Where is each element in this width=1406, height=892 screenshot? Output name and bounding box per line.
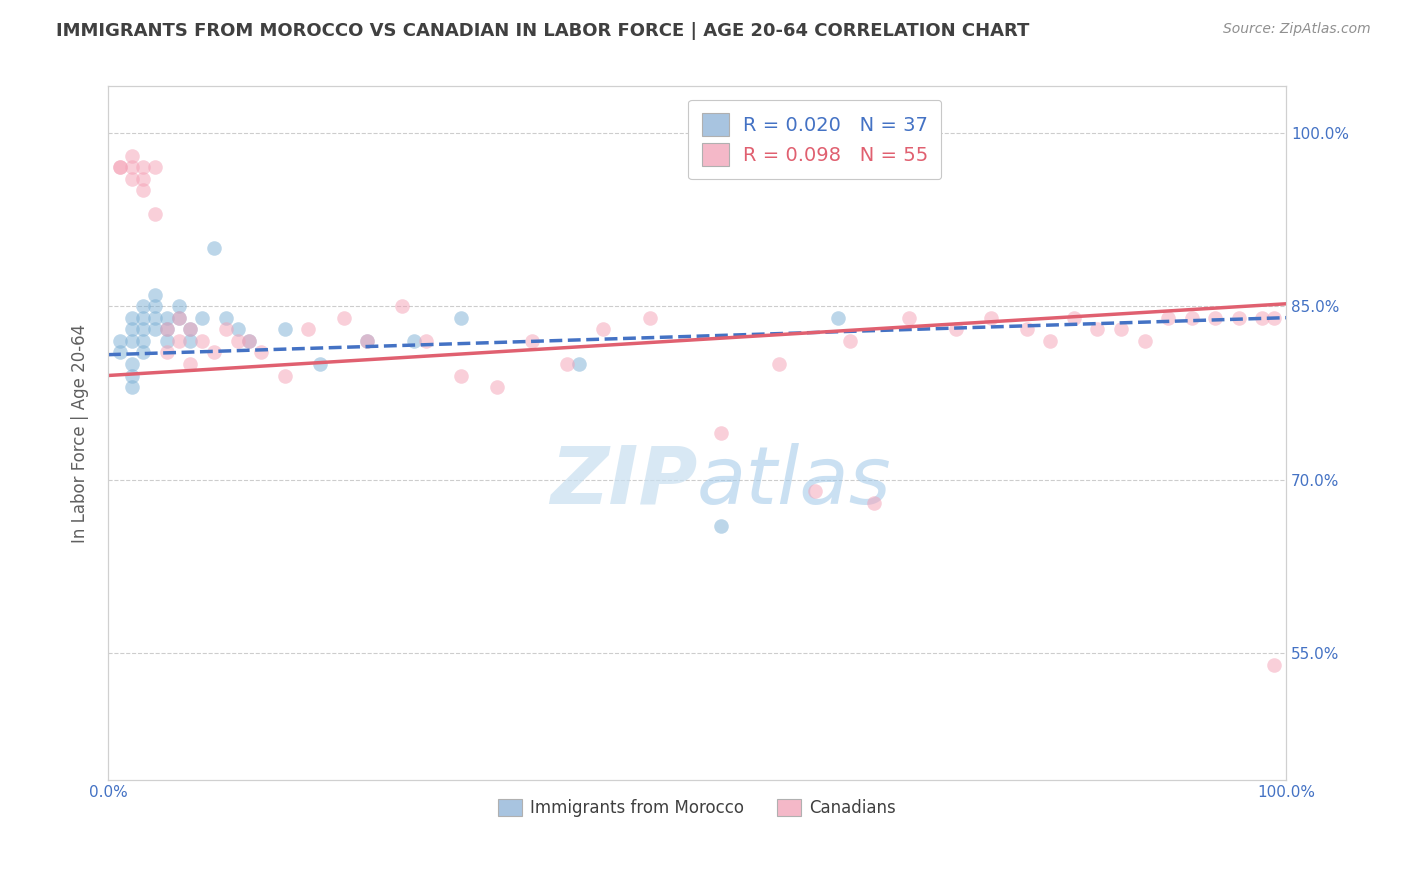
Point (202, 241, 225, 255)
Point (557, 357, 579, 371)
Point (1015, 322, 1038, 336)
Point (1251, 310, 1274, 325)
Point (143, 287, 166, 301)
Text: Source: ZipAtlas.com: Source: ZipAtlas.com (1223, 22, 1371, 37)
Point (143, 161, 166, 175)
Point (215, 322, 238, 336)
Point (592, 322, 614, 336)
Y-axis label: In Labor Force | Age 20-64: In Labor Force | Age 20-64 (72, 324, 89, 543)
Point (179, 357, 201, 371)
Point (273, 368, 295, 383)
Point (179, 322, 201, 336)
Text: IMMIGRANTS FROM MOROCCO VS CANADIAN IN LABOR FORCE | AGE 20-64 CORRELATION CHART: IMMIGRANTS FROM MOROCCO VS CANADIAN IN L… (56, 22, 1029, 40)
Point (485, 380, 508, 394)
Point (132, 345, 155, 359)
Point (768, 357, 790, 371)
Point (404, 334, 426, 348)
Point (827, 310, 849, 325)
Point (108, 161, 131, 175)
Point (167, 310, 190, 325)
Point (143, 206, 166, 220)
Point (121, 172, 143, 186)
Point (391, 299, 413, 313)
Point (121, 357, 143, 371)
Point (1087, 322, 1109, 336)
Point (980, 310, 1002, 325)
Point (709, 426, 731, 441)
Point (132, 299, 155, 313)
Point (179, 322, 201, 336)
Point (167, 334, 190, 348)
Point (179, 334, 201, 348)
Point (332, 310, 354, 325)
Point (238, 334, 260, 348)
Point (1227, 310, 1250, 325)
Text: ZIP: ZIP (550, 443, 697, 521)
Point (415, 334, 437, 348)
Point (108, 345, 131, 359)
Point (121, 310, 143, 325)
Point (1063, 310, 1085, 325)
Point (862, 496, 884, 510)
Point (167, 310, 190, 325)
Point (297, 322, 319, 336)
Point (191, 310, 214, 325)
Point (121, 161, 143, 175)
Point (108, 334, 131, 348)
Point (898, 310, 921, 325)
Point (1263, 657, 1285, 672)
Point (1181, 310, 1204, 325)
Point (156, 310, 179, 325)
Point (121, 368, 143, 383)
Point (226, 334, 249, 348)
Point (121, 322, 143, 336)
Point (638, 310, 661, 325)
Point (202, 345, 225, 359)
Point (450, 368, 472, 383)
Point (132, 184, 155, 198)
Point (132, 310, 155, 325)
Point (132, 161, 155, 175)
Point (132, 172, 155, 186)
Point (191, 334, 214, 348)
Point (156, 322, 179, 336)
Point (1157, 310, 1180, 325)
Point (945, 322, 967, 336)
Point (156, 334, 179, 348)
Point (1133, 334, 1156, 348)
Point (156, 322, 179, 336)
Point (143, 299, 166, 313)
Point (839, 334, 862, 348)
Point (520, 334, 543, 348)
Point (709, 519, 731, 533)
Point (238, 334, 260, 348)
Point (1204, 310, 1226, 325)
Point (803, 484, 825, 499)
Point (250, 345, 273, 359)
Point (568, 357, 591, 371)
Point (143, 322, 166, 336)
Point (121, 334, 143, 348)
Text: atlas: atlas (697, 443, 891, 521)
Point (356, 334, 378, 348)
Point (108, 161, 131, 175)
Point (226, 322, 249, 336)
Point (121, 149, 143, 163)
Point (273, 322, 295, 336)
Point (132, 322, 155, 336)
Point (356, 334, 378, 348)
Point (121, 380, 143, 394)
Point (309, 357, 332, 371)
Point (156, 345, 179, 359)
Legend: Immigrants from Morocco, Canadians: Immigrants from Morocco, Canadians (492, 792, 903, 824)
Point (1109, 322, 1132, 336)
Point (450, 310, 472, 325)
Point (143, 310, 166, 325)
Point (1263, 310, 1285, 325)
Point (1039, 334, 1062, 348)
Point (215, 310, 238, 325)
Point (167, 299, 190, 313)
Point (132, 334, 155, 348)
